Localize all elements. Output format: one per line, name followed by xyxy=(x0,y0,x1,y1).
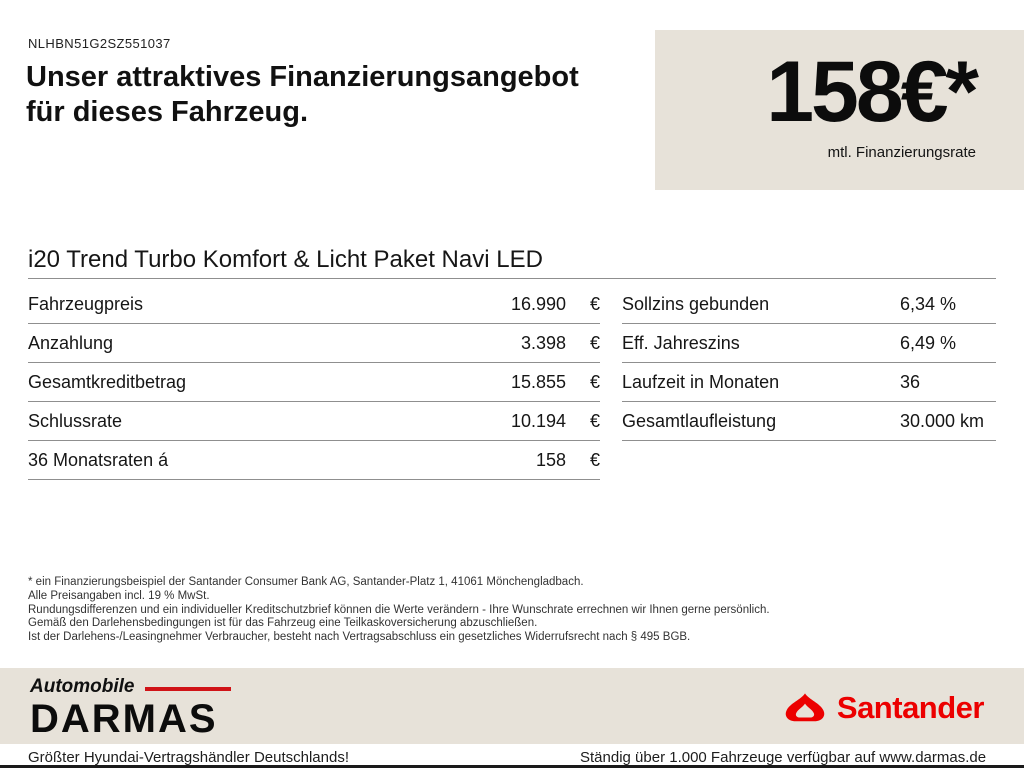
finance-row: Schlussrate 10.194 € xyxy=(28,402,600,441)
vehicle-title: i20 Trend Turbo Komfort & Licht Paket Na… xyxy=(28,246,543,273)
finance-value: 6,49 % xyxy=(900,332,957,353)
finance-label: Eff. Jahreszins xyxy=(622,332,740,353)
finance-value: 16.990 xyxy=(510,293,566,314)
santander-wordmark: Santander xyxy=(836,690,985,725)
bottom-edge-strip xyxy=(0,765,1024,768)
finance-label: Gesamtlaufleistung xyxy=(622,410,777,431)
disclaimer-line: Rundungsdifferenzen und ein individuelle… xyxy=(28,603,770,616)
finance-row: Sollzins gebunden 6,34 % xyxy=(622,285,996,324)
finance-value: 30.000 km xyxy=(900,410,985,431)
finance-label: Anzahlung xyxy=(28,332,114,353)
finance-row: Gesamtkreditbetrag 15.855 € xyxy=(28,363,600,402)
footer-band xyxy=(0,668,1024,744)
darmas-logo-wordmark: DARMAS xyxy=(30,697,218,741)
finance-table-left: Fahrzeugpreis 16.990 € Anzahlung 3.398 €… xyxy=(28,285,600,480)
monthly-rate-amount: 158€* xyxy=(766,44,979,140)
finance-row: 36 Monatsraten á 158 € xyxy=(28,441,600,480)
finance-unit: € xyxy=(589,293,600,314)
finance-table-right: Sollzins gebunden 6,34 % Eff. Jahreszins… xyxy=(622,285,996,441)
finance-row: Laufzeit in Monaten 36 xyxy=(622,363,996,402)
page-title: Unser attraktives Finanzierungsangebot f… xyxy=(26,60,579,130)
finance-value: 10.194 xyxy=(510,410,566,431)
vin-number: NLHBN51G2SZ551037 xyxy=(28,36,171,51)
finance-row: Fahrzeugpreis 16.990 € xyxy=(28,285,600,324)
finance-label: 36 Monatsraten á xyxy=(28,449,169,470)
disclaimer-line: * ein Finanzierungsbeispiel der Santande… xyxy=(28,576,584,588)
finance-label: Schlussrate xyxy=(28,410,123,431)
page-title-line1: Unser attraktives Finanzierungsangebot xyxy=(26,61,579,93)
finance-unit: € xyxy=(589,371,600,392)
finance-label: Laufzeit in Monaten xyxy=(622,371,780,392)
finance-unit: € xyxy=(589,410,600,431)
finance-label: Fahrzeugpreis xyxy=(28,293,144,314)
finance-row: Eff. Jahreszins 6,49 % xyxy=(622,324,996,363)
disclaimer-line: Alle Preisangaben incl. 19 % MwSt. xyxy=(28,589,210,602)
finance-value: 36 xyxy=(900,371,921,392)
darmas-logo: Automobile DARMAS xyxy=(30,676,231,740)
website-tagline: Ständig über 1.000 Fahrzeuge verfügbar a… xyxy=(580,749,987,766)
finance-label: Gesamtkreditbetrag xyxy=(28,371,187,392)
finance-value: 3.398 xyxy=(520,332,566,353)
finance-unit: € xyxy=(589,332,600,353)
disclaimer-block: * ein Finanzierungsbeispiel der Santande… xyxy=(28,576,994,645)
finance-unit: € xyxy=(589,449,600,470)
finance-label: Sollzins gebunden xyxy=(622,293,770,314)
santander-flame-icon xyxy=(785,693,825,722)
disclaimer-line: Ist der Darlehens-/Leasingnehmer Verbrau… xyxy=(28,631,691,644)
dealer-tagline: Größter Hyundai-Vertragshändler Deutschl… xyxy=(28,749,349,766)
finance-row: Gesamtlaufleistung 30.000 km xyxy=(622,402,996,441)
darmas-logo-automobile: Automobile xyxy=(30,676,135,697)
finance-value: 6,34 % xyxy=(900,293,957,314)
page-title-line2: für dieses Fahrzeug. xyxy=(26,96,309,128)
title-divider xyxy=(28,278,996,279)
disclaimer-line: Gemäß den Darlehensbedingungen ist für d… xyxy=(28,617,538,630)
santander-logo: Santander xyxy=(783,690,985,726)
finance-row: Anzahlung 3.398 € xyxy=(28,324,600,363)
monthly-rate-caption: mtl. Finanzierungsrate xyxy=(827,144,976,161)
monthly-rate-panel: 158€* mtl. Finanzierungsrate xyxy=(655,30,1024,190)
darmas-red-stripe xyxy=(144,686,231,691)
finance-value: 15.855 xyxy=(510,371,566,392)
finance-value: 158 xyxy=(535,449,566,470)
